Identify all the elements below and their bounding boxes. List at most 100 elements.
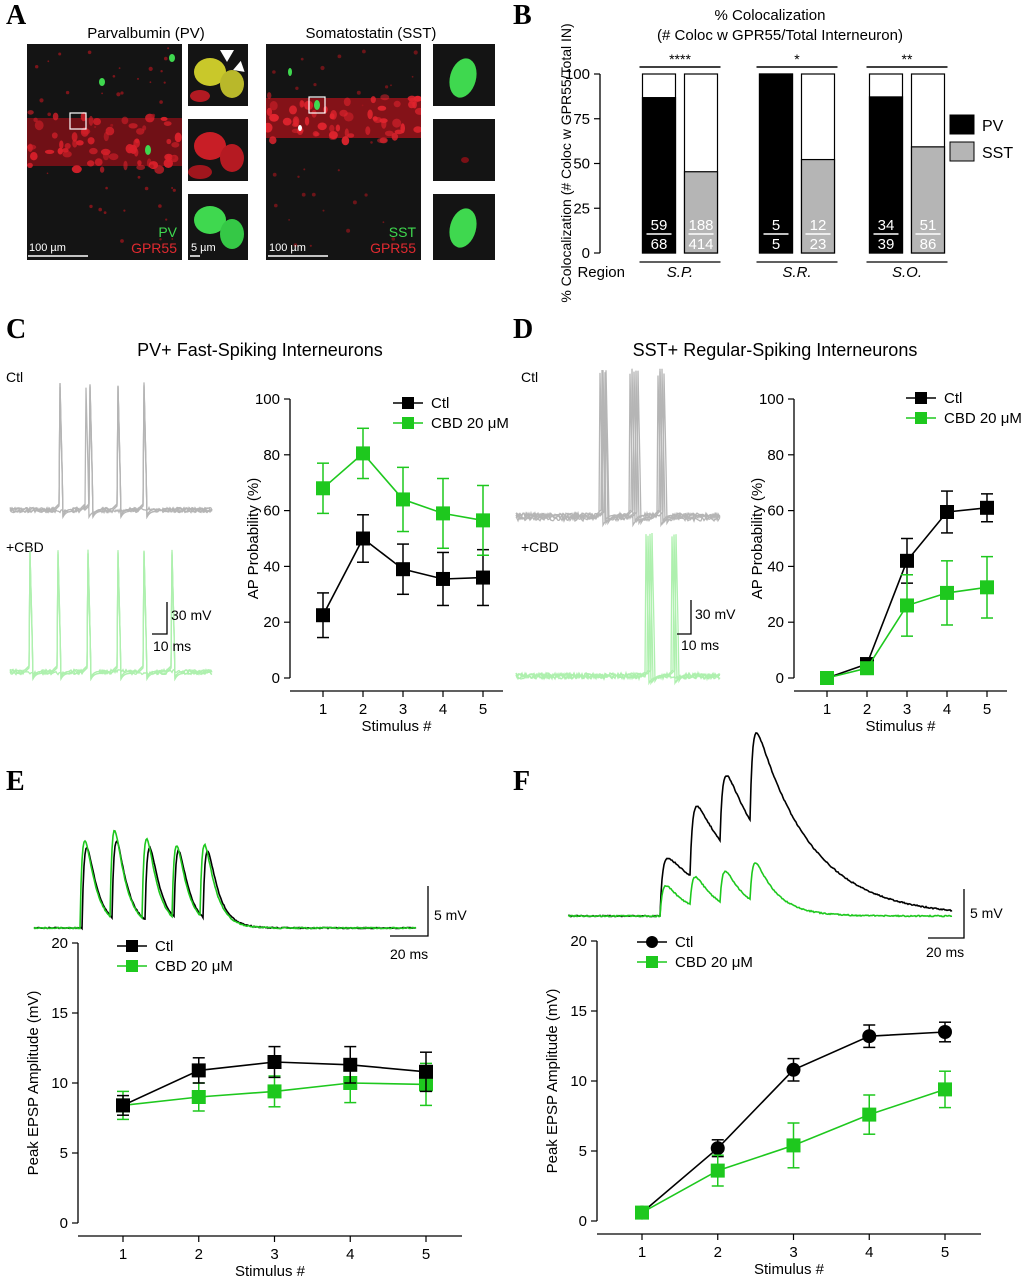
data-point: [396, 492, 410, 507]
cell-dot: [304, 116, 310, 126]
y-tick-label: 20: [51, 935, 68, 952]
cell-dot: [335, 124, 341, 132]
x-tick-label: 3: [903, 701, 911, 718]
cell-dot: [370, 96, 376, 104]
trace-ctl: [515, 368, 721, 524]
cell-dot: [98, 207, 102, 212]
x-tick-label: 1: [638, 1244, 646, 1261]
y-tick-label: 40: [263, 558, 280, 575]
sst-image-title: Somatostatin (SST): [306, 25, 437, 42]
data-point: [938, 1025, 952, 1039]
cell-dot: [322, 209, 325, 212]
cell-dot: [167, 47, 170, 50]
cell-dot: [163, 81, 166, 84]
legend-label: PV: [982, 118, 1004, 135]
data-point: [436, 506, 450, 521]
bar-sst: [683, 171, 719, 254]
trace-ctl: [515, 370, 721, 526]
y-tick-label: 15: [51, 1005, 68, 1022]
cell-dot: [94, 158, 103, 167]
sst-epsp-traces: [567, 731, 953, 918]
trace-ctl: [515, 368, 721, 524]
cell-dot: [293, 243, 298, 247]
y-tick-label: 0: [579, 1213, 587, 1230]
cell-dot: [27, 110, 34, 115]
bar-pv: [641, 97, 677, 254]
cell-dot: [148, 66, 153, 71]
cell-dot: [266, 107, 273, 116]
data-point: [356, 446, 370, 461]
cell-dot: [110, 123, 114, 127]
cell-dot: [46, 172, 49, 175]
data-point: [938, 1082, 952, 1097]
pv-epsp-traces: [33, 829, 417, 931]
x-tick-label: 5: [479, 701, 487, 718]
cell-dot: [341, 136, 350, 146]
pv-image-title: Parvalbumin (PV): [87, 25, 205, 42]
cell-dot: [62, 148, 69, 153]
pv-inset-pv: 5 µm: [188, 194, 248, 260]
cbd-trace-label-d: +CBD: [521, 539, 559, 555]
cell-dot: [144, 186, 149, 191]
region-label: S.R.: [782, 264, 811, 281]
cell-dot: [297, 175, 300, 178]
y-tick-label: 80: [263, 447, 280, 464]
bar-denominator: 68: [651, 236, 668, 253]
y-tick-label: 10: [51, 1075, 68, 1092]
cell-dot: [392, 118, 402, 128]
legend-marker: [126, 940, 138, 952]
cell-dot: [317, 122, 327, 131]
data-point: [436, 571, 450, 586]
bar-sst: [800, 158, 836, 254]
cell-dot: [269, 113, 277, 122]
cell-dot: [391, 132, 398, 141]
cell-dot: [105, 186, 108, 190]
cell-dot: [356, 90, 361, 95]
cell-dot: [365, 126, 371, 135]
legend-label: Ctl: [675, 934, 693, 951]
cell-dot: [272, 70, 276, 74]
cell-dot: [137, 175, 141, 179]
cell-dot: [295, 86, 299, 91]
cell-dot: [160, 70, 163, 73]
panel-c-scale-bar: 30 mV 10 ms: [152, 602, 212, 654]
panel-f-scale-bar: 5 mV 20 ms: [926, 889, 1003, 960]
cell-dot: [87, 137, 95, 145]
cell-dot: [311, 192, 316, 197]
legend-marker: [915, 392, 927, 404]
arrowhead-icon: [220, 50, 234, 62]
cell-dot: [101, 92, 103, 95]
cell-dot: [171, 187, 174, 189]
legend-label: CBD 20 μM: [675, 954, 753, 971]
cell-dot: [44, 149, 55, 154]
cell-dot: [72, 139, 78, 148]
pv-channel-label: PV: [158, 224, 177, 240]
cell-dot: [165, 218, 168, 221]
cell-dot: [311, 109, 317, 118]
cell-dot: [62, 151, 72, 158]
cell-dot: [128, 123, 138, 129]
legend-swatch-sst: [949, 141, 975, 162]
sst-inset-sst: [433, 194, 495, 260]
trace-cbd: [515, 535, 721, 686]
cell-dot: [102, 151, 110, 161]
data-point: [860, 661, 874, 676]
cell-dot: [361, 104, 364, 107]
x-tick-label: 4: [439, 701, 447, 718]
cell-dot: [367, 109, 373, 120]
cell-dot: [413, 50, 418, 55]
significance-label: *: [794, 51, 800, 67]
cell-dot: [93, 118, 101, 126]
y-tick-label: 0: [60, 1215, 68, 1232]
cell-dot: [121, 116, 129, 125]
x-tick-label: 4: [346, 1246, 354, 1263]
data-point: [710, 1141, 725, 1156]
cell-dot: [337, 169, 340, 172]
cell-dot: [299, 100, 304, 108]
data-point: [980, 580, 994, 595]
cell-dot: [413, 126, 421, 133]
legend-label: CBD 20 μM: [944, 410, 1021, 427]
cell-dot: [346, 228, 351, 233]
bar-numerator: 188: [688, 217, 713, 234]
cell-dot: [103, 131, 109, 142]
